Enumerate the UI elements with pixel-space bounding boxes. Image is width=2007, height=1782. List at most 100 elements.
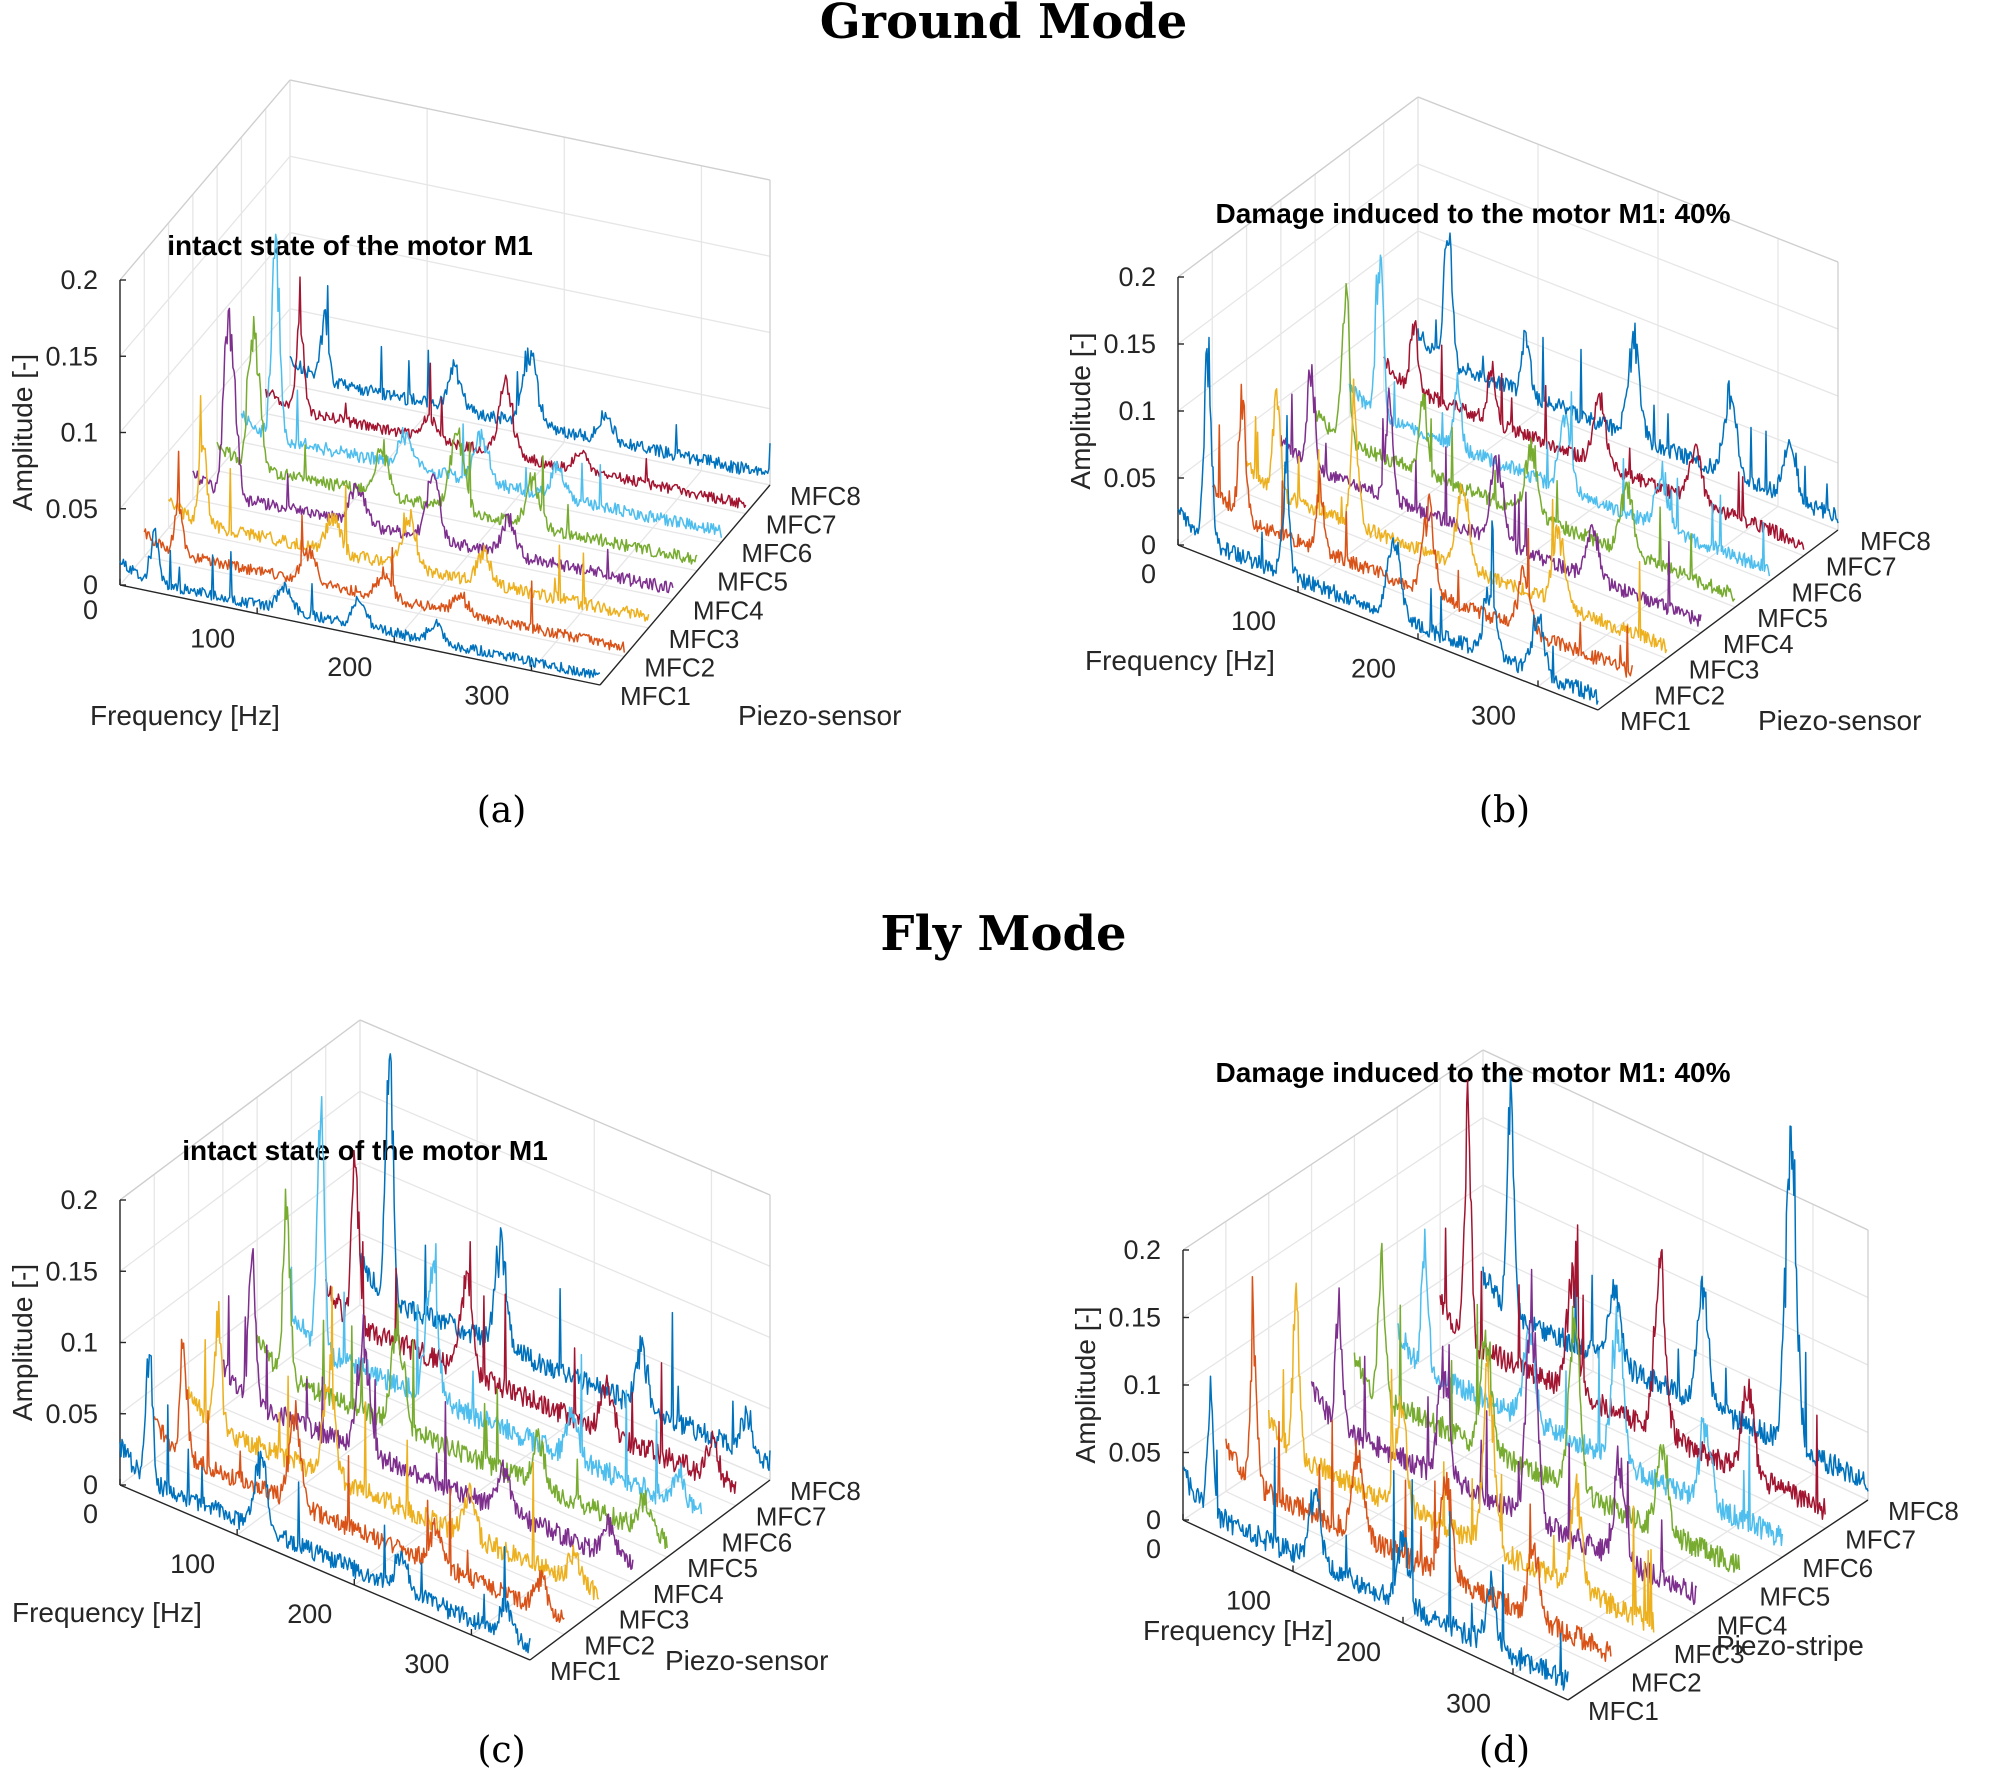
y-axis-line <box>1567 1499 1869 1701</box>
series-line-mfc1 <box>119 1354 531 1654</box>
grid-left-z <box>1177 163 1419 345</box>
x-tick-label: 300 <box>1446 1688 1491 1718</box>
series-line-mfc8 <box>1482 1075 1869 1492</box>
chart-title: intact state of the motor M1 <box>182 1135 548 1166</box>
y-tick-label-mfc6: MFC6 <box>1802 1553 1873 1583</box>
x-tick-label: 0 <box>1146 1534 1161 1564</box>
y-axis-line <box>529 1479 771 1661</box>
y-axis-label: Piezo-sensor <box>738 700 901 731</box>
z-tick-label: 0.1 <box>1123 1370 1161 1400</box>
y-tick-label-mfc3: MFC3 <box>1674 1639 1745 1669</box>
panel-d: 0 0.05 0.1 0.15 0.2 0 100 200 300 MFC1 MFC2 MFC3 MFC… <box>1003 980 2006 1760</box>
grid-floor-y <box>168 527 649 629</box>
z-axis-label: Amplitude [-] <box>1070 1306 1101 1463</box>
grid-floor-x <box>119 384 291 586</box>
y-tick-label-mfc7: MFC7 <box>766 510 837 540</box>
grid-left-z <box>119 155 291 357</box>
x-axis-line <box>1182 1519 1569 1701</box>
y-tick-label-mfc2: MFC2 <box>1654 680 1725 710</box>
grid-floor-y <box>1397 1376 1783 1558</box>
z-tick-label: 0.15 <box>45 341 98 371</box>
y-tick-label-mfc5: MFC5 <box>687 1553 758 1583</box>
grid-left-z <box>1182 1251 1484 1454</box>
grid-floor-x <box>393 441 565 643</box>
x-tick-label: 0 <box>1141 559 1156 589</box>
grid-left-z <box>1182 1116 1484 1319</box>
grid-left-z <box>119 308 291 510</box>
z-axis-label: Amplitude [-] <box>7 354 38 511</box>
grid-left-z <box>119 1161 361 1344</box>
x-tick-label: 100 <box>170 1549 215 1579</box>
grid-left-z <box>1177 230 1419 412</box>
grid-back-z <box>1417 163 1839 330</box>
grid-left-z <box>1177 297 1419 479</box>
grid-back-z <box>359 1233 771 1410</box>
grid-back-z <box>1417 230 1839 397</box>
x-axis-label: Frequency [Hz] <box>1085 645 1275 676</box>
y-tick-label-mfc2: MFC2 <box>1631 1667 1702 1697</box>
x-tick-label: 200 <box>1336 1637 1381 1667</box>
x-tick-label: 100 <box>1226 1585 1271 1615</box>
grid-floor-y <box>265 412 746 515</box>
grid-back-z <box>1482 1251 1869 1434</box>
box-edge <box>1417 96 1839 263</box>
grid-floor-y <box>1417 364 1839 531</box>
z-axis-label: Amplitude [-] <box>1065 332 1096 489</box>
grid-floor-x <box>1417 458 1659 640</box>
y-axis-label: Piezo-stripe <box>1716 1630 1864 1661</box>
grid-floor-y <box>1280 467 1702 634</box>
x-tick-label: 300 <box>1471 700 1516 730</box>
caption-d: (d) <box>1478 1730 1531 1771</box>
chart-title: Damage induced to the motor M1: 40% <box>1216 198 1731 229</box>
y-tick-label-mfc3: MFC3 <box>1689 655 1760 685</box>
grid-floor-x <box>119 1304 361 1486</box>
y-tick-label-mfc7: MFC7 <box>1845 1525 1916 1555</box>
series-line-mfc1 <box>1177 336 1599 705</box>
grid-floor-y <box>1225 1490 1612 1673</box>
grid-back-z <box>1482 1116 1869 1299</box>
z-tick-label: 0.2 <box>60 265 98 295</box>
series-line-mfc2 <box>143 450 626 653</box>
series-line-mfc8 <box>359 1053 771 1472</box>
y-tick-label-mfc8: MFC8 <box>790 481 861 511</box>
x-axis-line <box>119 584 601 686</box>
panel-c: 0 0.05 0.1 0.15 0.2 0 100 200 300 MFC1 MFC2 MFC3 MFC… <box>0 980 1003 1760</box>
z-tick-label: 0.2 <box>1123 1235 1161 1265</box>
box-edge <box>1482 1049 1869 1231</box>
grid-floor-y <box>1246 492 1667 660</box>
grid-left-z <box>1182 1184 1484 1386</box>
grid-floor-y <box>188 1432 599 1610</box>
x-axis-label: Frequency [Hz] <box>1143 1615 1333 1646</box>
y-tick-label-mfc6: MFC6 <box>721 1527 792 1557</box>
grid-floor-y <box>289 384 771 486</box>
grid-back-z <box>359 1161 771 1339</box>
y-tick-label-mfc4: MFC4 <box>693 595 764 625</box>
panel-b: 0 0.05 0.1 0.15 0.2 0 100 200 300 MFC1 MFC2 MFC3 MFC… <box>1003 40 2006 820</box>
x-tick-label: 300 <box>404 1649 449 1679</box>
y-tick-label-mfc6: MFC6 <box>741 538 812 568</box>
y-axis-label: Piezo-sensor <box>1758 705 1921 736</box>
z-tick-label: 0.1 <box>1118 396 1156 426</box>
grid-floor-x <box>530 470 702 672</box>
grid-floor-y <box>325 1330 736 1507</box>
grid-left-z <box>119 1233 361 1415</box>
box-edge <box>1182 1049 1484 1251</box>
fly-mode-title: Fly Mode <box>880 906 1127 962</box>
y-axis-line <box>599 484 771 686</box>
y-tick-label-mfc5: MFC5 <box>1759 1582 1830 1612</box>
z-tick-label: 0.05 <box>45 494 98 524</box>
grid-floor-y <box>1349 415 1770 583</box>
series-line-mfc5 <box>1314 282 1736 602</box>
box-edge <box>119 1019 361 1201</box>
x-tick-label: 100 <box>1231 606 1276 636</box>
series-line-mfc7 <box>1439 1079 1826 1520</box>
series-line-mfc6 <box>1348 254 1771 577</box>
y-tick-label-mfc2: MFC2 <box>584 1630 655 1660</box>
